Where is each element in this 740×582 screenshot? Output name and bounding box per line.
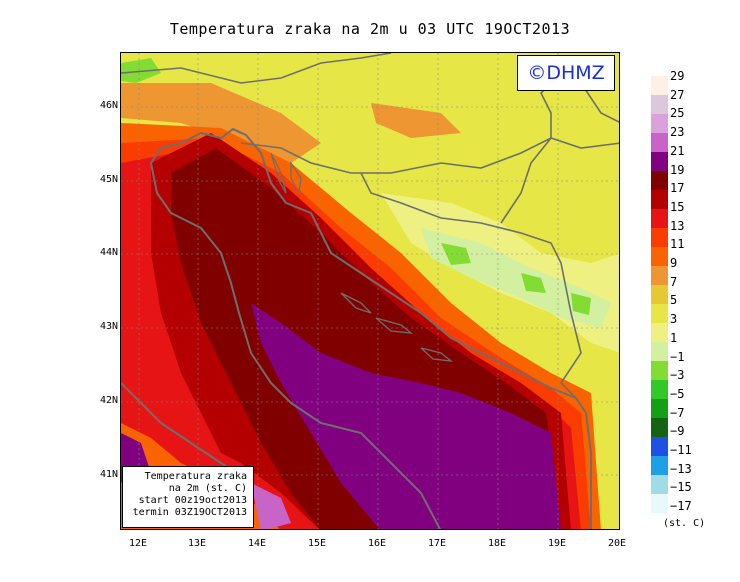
x-tick-19e: 19E — [547, 538, 567, 549]
legend-label: 19 — [670, 162, 685, 177]
legend-label: 29 — [670, 69, 685, 83]
color-legend — [651, 76, 668, 513]
legend-label: 7 — [670, 274, 678, 289]
borders — [121, 53, 619, 399]
legend-swatch — [651, 209, 668, 228]
dhmz-logo: ©DHMZ — [517, 55, 615, 91]
legend-swatch — [651, 76, 668, 95]
x-tick-15e: 15E — [307, 538, 327, 549]
x-tick-13e: 13E — [187, 538, 207, 549]
legend-label: −9 — [670, 424, 685, 439]
legend-swatch — [651, 437, 668, 456]
legend-label: 27 — [670, 87, 685, 102]
legend-unit: (st. C) — [663, 518, 706, 529]
legend-label: −11 — [670, 443, 692, 457]
info-line-variable: Temperatura zraka — [144, 471, 247, 482]
legend-swatch — [651, 323, 668, 342]
legend-swatch — [651, 114, 668, 133]
legend-swatch — [651, 342, 668, 361]
x-tick-12e: 12E — [128, 538, 148, 549]
legend-label: −13 — [670, 461, 692, 476]
inland-cold-zone — [421, 228, 611, 328]
y-tick-43n: 43N — [99, 321, 118, 332]
legend-swatch — [651, 152, 668, 171]
legend-swatch — [651, 304, 668, 323]
legend-swatch — [651, 456, 668, 475]
legend-swatch — [651, 171, 668, 190]
x-tick-16e: 16E — [367, 538, 387, 549]
legend-swatch — [651, 247, 668, 266]
northern-band — [121, 83, 321, 163]
graticule — [121, 53, 619, 529]
temperature-map-canvas — [121, 53, 619, 529]
info-box: Temperatura zraka na 2m (st. C) start 00… — [122, 466, 254, 528]
legend-label: 15 — [670, 199, 685, 214]
legend-label: 3 — [670, 312, 678, 327]
legend-swatch — [651, 266, 668, 285]
info-line-units: na 2m (st. C) — [168, 483, 247, 494]
islands — [270, 152, 454, 362]
legend-swatch — [651, 95, 668, 114]
legend-label: 23 — [670, 125, 685, 140]
southern-adriatic-warmest — [251, 303, 561, 529]
legend-label: −15 — [670, 480, 692, 495]
legend-label: −5 — [670, 386, 685, 401]
legend-swatch — [651, 494, 668, 513]
legend-label: 11 — [670, 237, 685, 252]
north-cold-patch — [121, 58, 161, 83]
legend-swatch — [651, 418, 668, 437]
y-tick-45n: 45N — [99, 174, 118, 185]
legend-label: 9 — [670, 256, 678, 270]
legend-label: 17 — [670, 181, 685, 196]
y-tick-41n: 41N — [99, 469, 118, 480]
legend-label: 21 — [670, 143, 685, 158]
temperature-map — [120, 52, 620, 530]
legend-swatch — [651, 190, 668, 209]
info-line-termin: termin 03Z19OCT2013 — [132, 507, 247, 518]
y-tick-42n: 42N — [99, 395, 118, 406]
legend-label: −3 — [670, 368, 685, 383]
legend-label: 25 — [670, 106, 685, 121]
tyrrhenian-warmest — [251, 483, 291, 529]
y-tick-46n: 46N — [99, 100, 118, 111]
x-tick-18e: 18E — [487, 538, 507, 549]
y-tick-44n: 44N — [99, 247, 118, 258]
legend-label: −17 — [670, 499, 692, 514]
legend-swatch — [651, 475, 668, 494]
legend-swatch — [651, 361, 668, 380]
x-tick-20e: 20E — [607, 538, 627, 549]
legend-swatch — [651, 133, 668, 152]
info-line-start: start 00z19oct2013 — [138, 495, 247, 506]
map-title: Temperatura zraka na 2m u 03 UTC 19OCT20… — [169, 20, 571, 38]
x-tick-14e: 14E — [247, 538, 267, 549]
inland-coldest-patches — [441, 243, 591, 315]
x-tick-17e: 17E — [427, 538, 447, 549]
legend-label: 13 — [670, 218, 685, 233]
legend-swatch — [651, 399, 668, 418]
legend-swatch — [651, 380, 668, 399]
pannonian-warm-patch — [371, 103, 461, 138]
legend-swatch — [651, 228, 668, 247]
legend-swatch — [651, 285, 668, 304]
legend-label: 5 — [670, 293, 678, 308]
legend-label: 1 — [670, 330, 678, 345]
legend-label: −7 — [670, 405, 685, 420]
legend-label: −1 — [670, 349, 685, 364]
